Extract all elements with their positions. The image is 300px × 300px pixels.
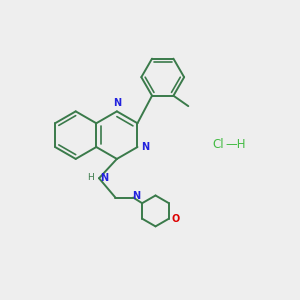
- Text: N: N: [141, 142, 149, 152]
- Text: Cl: Cl: [213, 138, 224, 151]
- Text: H: H: [87, 173, 94, 182]
- Text: N: N: [113, 98, 122, 108]
- Text: N: N: [132, 191, 140, 201]
- Text: —H: —H: [226, 138, 246, 151]
- Text: N: N: [100, 172, 109, 183]
- Text: O: O: [171, 214, 179, 224]
